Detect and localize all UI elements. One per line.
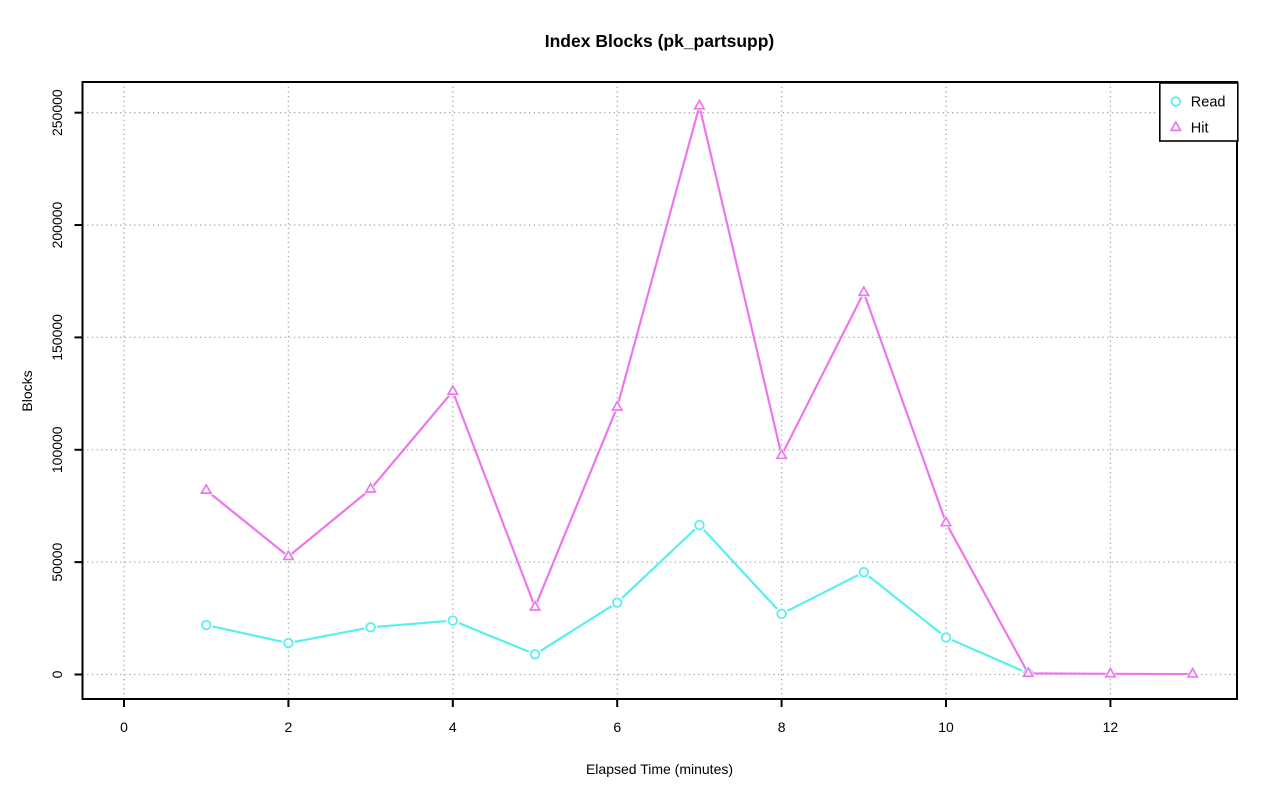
x-tick-label: 2: [285, 719, 293, 735]
series-read: [199, 518, 1035, 680]
series-hit-marker-triangle: [775, 448, 788, 460]
chart-title: Index Blocks (pk_partsupp): [545, 31, 775, 51]
series-read-marker-circle: [694, 519, 705, 531]
x-tick-label: 12: [1103, 719, 1119, 735]
axis-ticks: 0 2 4 6 8 10 12 0 50000 100000 150000 200000 250000: [49, 89, 1118, 735]
series-read-marker-circle: [447, 615, 459, 626]
series-hit-marker-triangle: [282, 549, 295, 561]
x-tick-label: 0: [120, 719, 128, 735]
gridlines: [82, 82, 1237, 699]
y-tick-label: 50000: [49, 542, 65, 581]
series-hit-marker-triangle: [857, 285, 870, 297]
y-tick-label: 200000: [49, 201, 65, 248]
series-read-marker-circle: [940, 632, 952, 643]
series-read-marker-circle: [283, 637, 294, 649]
x-tick-label: 10: [938, 719, 954, 735]
series-hit-line: [205, 104, 1194, 676]
series-hit-marker-triangle: [1104, 666, 1117, 678]
series-hit-marker-triangle: [528, 599, 542, 611]
series-hit-marker-triangle: [693, 98, 706, 110]
x-tick-label: 8: [778, 719, 786, 735]
y-tick-label: 100000: [49, 426, 65, 473]
series-read-marker-circle: [529, 649, 541, 660]
series-hit-marker-triangle: [1186, 666, 1199, 678]
x-axis-label: Elapsed Time (minutes): [586, 761, 733, 777]
legend-hit-marker-triangle: [1169, 120, 1182, 132]
series-hit-marker-triangle: [364, 481, 377, 493]
series-read-marker-circle: [365, 622, 376, 633]
y-tick-label: 150000: [49, 314, 65, 361]
y-axis-label: Blocks: [19, 370, 35, 411]
legend-label-read: Read: [1191, 95, 1226, 111]
y-tick-label: 250000: [49, 89, 65, 136]
x-tick-label: 6: [613, 719, 621, 735]
series-read-marker-circle: [858, 567, 870, 578]
series-hit-marker-triangle: [939, 515, 953, 527]
series-hit-marker-triangle: [200, 483, 213, 494]
x-tick-label: 4: [449, 719, 457, 735]
legend-read-marker-circle: [1170, 96, 1182, 107]
data-series: [198, 97, 1200, 680]
series-hit: [198, 97, 1200, 679]
series-hit-marker-triangle: [611, 399, 624, 411]
plot-border: [81, 81, 1238, 700]
series-read-marker-circle: [776, 608, 787, 620]
series-read-marker-circle: [612, 597, 623, 608]
legend: Read Hit: [1159, 82, 1239, 142]
series-hit-marker-triangle: [1022, 666, 1035, 678]
y-tick-label: 0: [49, 670, 65, 678]
series-hit-marker-triangle: [446, 384, 459, 396]
series-read-marker-circle: [201, 619, 212, 631]
legend-label-hit: Hit: [1191, 121, 1209, 137]
